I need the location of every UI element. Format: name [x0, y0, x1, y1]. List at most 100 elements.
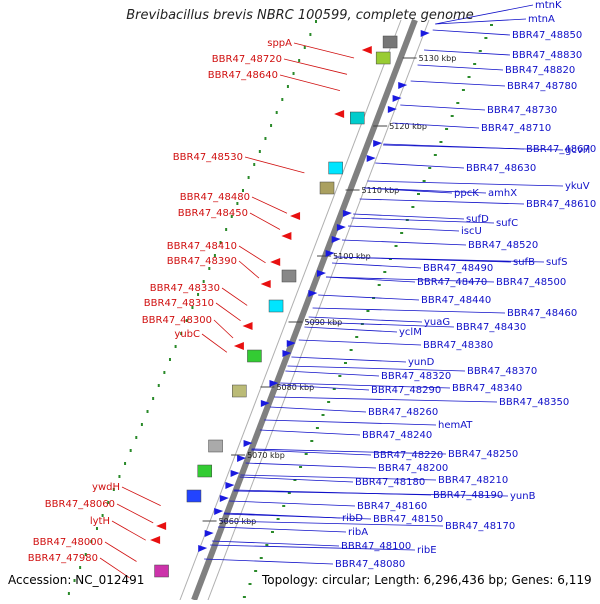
- left-gene-arrow: [334, 110, 345, 118]
- left-label-leader: [99, 557, 130, 579]
- gc-dot-right: [400, 232, 404, 234]
- right-label-leader: [239, 476, 354, 483]
- right-label-leader: [233, 490, 509, 497]
- gc-dot-left: [124, 462, 127, 465]
- left-gene-arrow: [156, 522, 167, 530]
- right-gene-label: BBR47_48100: [341, 541, 411, 552]
- gc-dot-right: [310, 440, 314, 442]
- right-gene-label: sufS: [546, 257, 567, 268]
- gc-dot-right: [445, 128, 449, 130]
- gc-dot-left: [286, 85, 289, 88]
- right-label-leader: [359, 198, 525, 205]
- right-gene-label: yclM: [399, 327, 422, 338]
- gc-dot-right: [293, 479, 297, 481]
- accession-text: Accession: NC_012491: [8, 573, 145, 587]
- right-label-leader: [251, 449, 372, 456]
- right-label-leader: [259, 429, 361, 436]
- axis-tick-label: 5100 kbp: [333, 252, 371, 261]
- gc-dot-left: [174, 345, 177, 348]
- right-gene-arrow: [282, 350, 292, 357]
- right-gene-arrow: [204, 530, 214, 537]
- left-label-leader: [238, 260, 260, 279]
- gc-dot-left: [258, 150, 261, 153]
- gc-dot-right: [270, 531, 274, 533]
- right-gene-label: ribD: [342, 513, 363, 524]
- left-label-leader: [111, 520, 146, 541]
- right-label-leader: [220, 520, 444, 527]
- left-gene-label: BBR47_48310: [144, 298, 214, 309]
- gc-dot-left: [90, 540, 93, 543]
- right-gene-label: sufC: [496, 218, 518, 229]
- right-label-leader: [269, 406, 367, 413]
- right-gene-label: ribA: [348, 527, 368, 538]
- gc-dot-left: [185, 319, 188, 322]
- gc-dot-left: [79, 566, 82, 569]
- gc-dot-right: [416, 193, 420, 195]
- right-label-leader: [353, 213, 465, 220]
- left-gene-label: BBR47_48530: [173, 152, 243, 163]
- right-gene-label: hemAT: [438, 420, 473, 431]
- right-gene-arrow: [398, 82, 408, 89]
- right-label-leader: [432, 29, 511, 36]
- gc-dot-left: [298, 59, 301, 62]
- right-gene-label: BBR47_48520: [468, 240, 538, 251]
- right-gene-label: ppcK: [454, 188, 479, 199]
- right-gene-label: ykuV: [565, 181, 590, 192]
- left-gene-label: BBR47_48450: [178, 208, 248, 219]
- right-label-leader: [417, 64, 504, 71]
- left-gene-label: sppA: [267, 38, 292, 49]
- left-gene-label: BBR47_48720: [212, 54, 282, 65]
- gc-dot-right: [490, 24, 493, 26]
- left-gene-label: BBR47_48060: [45, 499, 115, 510]
- gene-labels: sppA BBR47_48720 BBR47_48640 BBR47_48530 BBR…: [28, 0, 596, 579]
- right-label-leader: [291, 356, 407, 363]
- right-gene-label: BBR47_48440: [421, 295, 491, 306]
- right-label-leader: [287, 365, 466, 372]
- gc-dot-left: [163, 371, 166, 374]
- right-gene-arrow: [219, 495, 229, 502]
- gc-dot-right: [450, 115, 454, 117]
- right-label-leader: [264, 419, 437, 426]
- left-gene-label: BBR47_48390: [167, 256, 237, 267]
- right-gene-arrow: [269, 380, 279, 387]
- gc-dot-right: [304, 453, 308, 455]
- right-gene-arrow: [317, 270, 326, 277]
- gc-dot-left: [135, 436, 138, 439]
- left-gene-arrow: [281, 232, 292, 240]
- right-label-leader: [424, 49, 511, 56]
- right-label-leader: [325, 276, 495, 283]
- left-label-leader: [251, 196, 288, 214]
- gene-feature-box: [247, 349, 262, 363]
- right-label-leader: [435, 4, 534, 25]
- right-gene-arrow: [420, 30, 430, 37]
- axis-tick-label: 5070 kbp: [247, 451, 285, 460]
- right-gene-label: BBR47_48080: [335, 559, 405, 570]
- gc-dot-right: [321, 414, 325, 416]
- right-gene-label: BBR47_48200: [378, 463, 448, 474]
- right-label-leader: [375, 162, 465, 169]
- gc-dot-right: [439, 141, 443, 143]
- gc-dot-left: [253, 163, 256, 166]
- topology-text: Topology: circular; Length: 6,296,436 bp…: [262, 573, 592, 587]
- gc-dot-left: [140, 423, 143, 426]
- right-label-leader: [308, 316, 423, 323]
- right-gene-label: BBR47_48180: [355, 477, 425, 488]
- right-gene-arrow: [225, 482, 235, 489]
- gc-dot-right: [349, 349, 353, 351]
- gc-dot-left: [213, 254, 216, 257]
- left-label-leader: [238, 245, 266, 264]
- gc-dot-left: [95, 527, 98, 530]
- gc-dot-right: [259, 557, 263, 559]
- gc-dot-right: [428, 167, 432, 169]
- left-gene-label: yubC: [174, 329, 200, 340]
- left-gene-arrow: [260, 280, 271, 288]
- right-label-leader: [240, 474, 437, 481]
- gene-feature-box: [208, 439, 223, 453]
- left-gene-arrow: [290, 212, 301, 220]
- gc-dot-right: [332, 388, 336, 390]
- gene-feature-box: [382, 35, 398, 49]
- gc-dot-left: [146, 410, 149, 413]
- right-gene-label: BBR47_48490: [423, 263, 493, 274]
- right-label-leader: [410, 80, 506, 87]
- right-label-leader: [382, 144, 564, 151]
